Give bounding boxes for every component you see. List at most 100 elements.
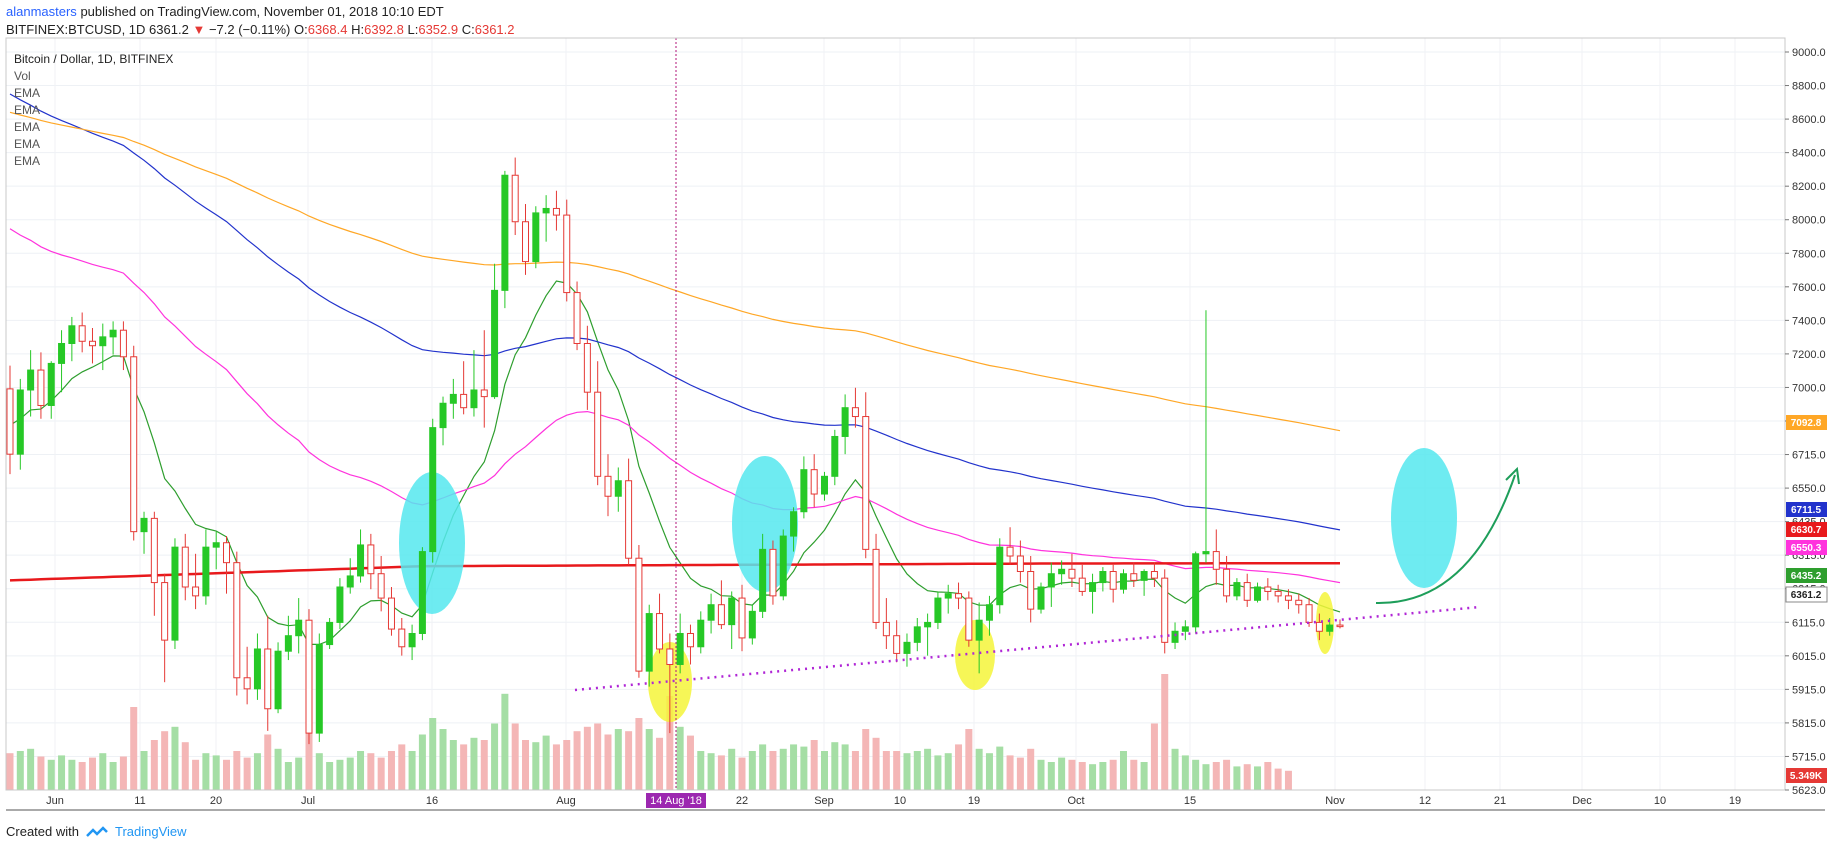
volume-bar — [748, 751, 756, 790]
candle-body — [1326, 624, 1334, 632]
candle-body — [666, 648, 674, 665]
volume-bar — [594, 723, 602, 790]
candle-body — [1161, 577, 1169, 643]
candle-body — [707, 604, 715, 621]
candle-body — [181, 546, 189, 588]
candle-body — [274, 650, 282, 710]
symbol-label: BITFINEX:BTCUSD, 1D — [6, 22, 146, 37]
volume-bar — [233, 751, 241, 790]
yellow-ellipse-sep[interactable] — [955, 620, 995, 690]
volume-bar — [58, 755, 66, 790]
candle-body — [965, 597, 973, 641]
candle-body — [305, 619, 313, 734]
volume-bar — [1223, 759, 1231, 790]
volume-bar — [851, 751, 859, 790]
y-tick-label: 6115.0 — [1792, 617, 1825, 629]
legend-item-vol[interactable]: Vol — [14, 69, 31, 83]
candle-body — [1315, 621, 1323, 632]
volume-bar — [903, 753, 911, 790]
close-label: C: — [461, 22, 475, 37]
volume-bar — [1274, 768, 1282, 790]
candle-body — [800, 469, 808, 513]
candle-body — [511, 174, 519, 223]
x-tick-label: 11 — [134, 795, 145, 807]
volume-bar — [676, 726, 684, 790]
volume-bar — [429, 718, 437, 790]
volume-bar — [398, 744, 406, 790]
candle-body — [779, 535, 787, 597]
legend-item-ema-5[interactable]: EMA — [14, 154, 40, 168]
candle-body — [119, 329, 127, 358]
x-tick-label: Jun — [46, 795, 64, 807]
candle-body — [480, 389, 488, 398]
yellow-ellipse-oct[interactable] — [1316, 592, 1334, 654]
volume-bar — [109, 762, 117, 790]
candle-body — [1006, 546, 1014, 557]
candle-body — [233, 562, 241, 679]
candle-body — [1212, 551, 1220, 570]
author-link[interactable]: alanmasters — [6, 4, 77, 19]
x-tick-label: Sep — [814, 795, 834, 807]
arrow-head-icon — [1505, 466, 1520, 485]
price-badge-label: 7092.8 — [1791, 418, 1822, 429]
support-trendline[interactable] — [574, 605, 1481, 692]
candle-body — [1171, 630, 1179, 643]
volume-bar — [656, 737, 664, 790]
volume-bar — [1109, 759, 1117, 790]
volume-bar — [625, 731, 633, 790]
candle-body — [315, 644, 323, 734]
candle-body — [1058, 568, 1066, 575]
tradingview-link[interactable]: TradingView — [114, 824, 187, 839]
forecast-arrow[interactable] — [1375, 474, 1516, 605]
candle-body — [913, 626, 921, 643]
legend-item-ema-4[interactable]: EMA — [14, 137, 40, 151]
ema-blue-line — [9, 93, 1341, 531]
candle-body — [295, 619, 303, 637]
candle-body — [264, 648, 272, 710]
volume-bar — [119, 756, 127, 790]
annotations-under — [399, 448, 1457, 722]
candle-body — [903, 641, 911, 654]
chart-legend: Bitcoin / Dollar, 1D, BITFINEX Vol EMA E… — [14, 52, 173, 168]
volume-bar — [955, 744, 963, 790]
volume-bar — [491, 723, 499, 790]
volume-bar — [717, 755, 725, 790]
candle-body — [1027, 571, 1035, 610]
open-value: 6368.4 — [307, 22, 348, 37]
candle-body — [377, 573, 385, 599]
legend-item-ema-3[interactable]: EMA — [14, 120, 40, 134]
y-tick-label: 7600.0 — [1792, 282, 1826, 294]
volume-bar — [171, 726, 179, 790]
volume-bar — [501, 693, 509, 790]
x-tick-label: Oct — [1067, 795, 1084, 807]
volume-bar — [831, 742, 839, 790]
volume-bar — [522, 740, 530, 790]
candle-body — [109, 329, 117, 338]
price-badge-label: 6435.2 — [1791, 571, 1822, 582]
candle-body — [1254, 586, 1262, 601]
candle-body — [58, 342, 66, 364]
volume-bar — [223, 759, 231, 790]
y-tick-label: 7800.0 — [1792, 248, 1826, 260]
volume-bar — [1037, 759, 1045, 790]
candle-body — [604, 475, 612, 497]
x-tick-label: Jul — [301, 795, 315, 807]
tradingview-logo-icon[interactable] — [85, 825, 109, 839]
volume-bar — [1006, 755, 1014, 790]
volume-bar — [542, 735, 550, 790]
candle-body — [171, 546, 179, 641]
volume-bar — [614, 729, 622, 790]
y-tick-label: 7400.0 — [1792, 315, 1826, 327]
legend-item-ema-1[interactable]: EMA — [14, 86, 40, 100]
legend-item-ema-2[interactable]: EMA — [14, 103, 40, 117]
candle-body — [1150, 571, 1158, 579]
candle-body — [522, 221, 530, 263]
volume-bar — [449, 740, 457, 790]
volume-bar — [1161, 674, 1169, 790]
candle-body — [429, 427, 437, 553]
cyan-ellipse-forecast[interactable] — [1391, 448, 1457, 588]
ema-lines — [9, 93, 1341, 645]
candle-body — [1243, 582, 1251, 601]
candle-body — [491, 289, 499, 398]
